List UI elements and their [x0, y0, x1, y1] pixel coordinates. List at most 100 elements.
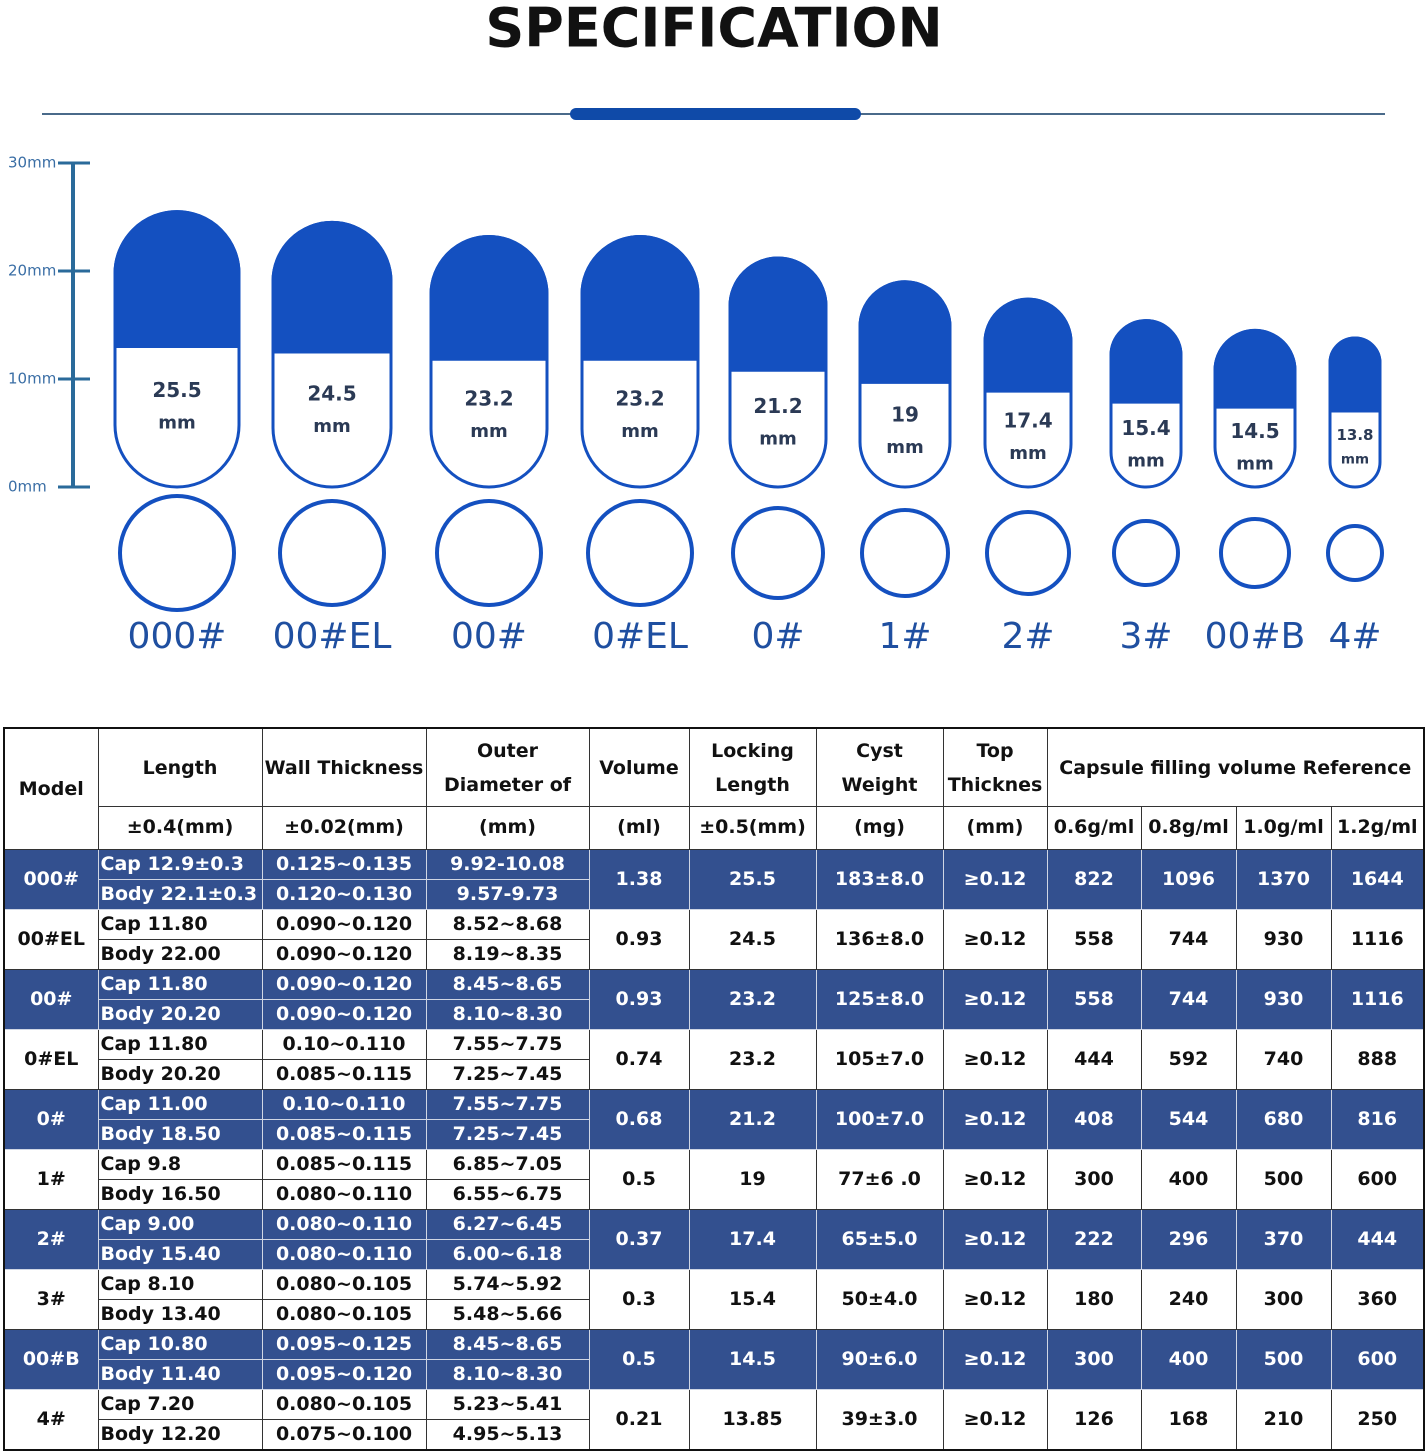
cap-cell: Cap 9.00	[97, 1209, 263, 1240]
capsule-length: 14.5	[1230, 419, 1279, 443]
capsule-model: 0#	[751, 616, 804, 657]
capsule-model: 00#B	[1205, 616, 1306, 657]
value-cell: 0.93	[588, 909, 690, 970]
value-cell: 558	[1046, 969, 1142, 1030]
scale-label: 30mm	[8, 154, 56, 172]
body-cell: 0.080~0.105	[261, 1299, 427, 1330]
cap-cell: Cap 11.80	[97, 1029, 263, 1060]
value-cell: 930	[1235, 909, 1332, 970]
table-row: Body 12.20 0.075~0.100 4.95~5.13	[4, 1419, 1424, 1451]
value-cell: 24.5	[688, 909, 817, 970]
capsule-unit: mm	[313, 416, 351, 437]
value-cell: 1096	[1140, 849, 1237, 910]
model-cell: 3#	[3, 1269, 99, 1330]
unit-header: ±0.02(mm)	[261, 806, 427, 850]
table-row: 0# Cap 11.00 0.10~0.110 7.55~7.75 0.68 21.2 10…	[3, 1089, 1425, 1150]
value-cell: 1644	[1330, 849, 1425, 910]
value-cell: 296	[1140, 1209, 1237, 1270]
capsule-model: 000#	[128, 616, 227, 657]
capsule-unit: mm	[158, 412, 196, 433]
capsule-cap	[113, 210, 241, 349]
model-cell: 00#	[3, 969, 99, 1030]
value-cell: 744	[1140, 909, 1237, 970]
capsule-unit: mm	[1009, 443, 1047, 464]
value-cell: 0.3	[588, 1269, 690, 1330]
table-row: Body 18.50 0.085~0.115 7.25~7.45	[4, 1119, 1424, 1150]
capsule-cap	[1109, 319, 1183, 404]
value-cell: 126	[1046, 1389, 1142, 1451]
table-row: 2# Cap 9.00 0.080~0.110 6.27~6.45 0.37 17.4 65…	[3, 1209, 1425, 1270]
value-cell: 360	[1330, 1269, 1425, 1330]
unit-header: (ml)	[588, 806, 690, 850]
body-cell: 0.095~0.120	[261, 1359, 427, 1390]
value-cell: 65±5.0	[815, 1209, 944, 1270]
unit-header: ±0.4(mm)	[97, 806, 263, 850]
value-cell: 39±3.0	[815, 1389, 944, 1451]
value-cell: 180	[1046, 1269, 1142, 1330]
body-cell: 8.10~8.30	[425, 999, 590, 1030]
value-cell: 680	[1235, 1089, 1332, 1150]
body-cell: Body 11.40	[97, 1359, 263, 1390]
column-header: Locking Length	[688, 727, 817, 807]
cap-cell: Cap 8.10	[97, 1269, 263, 1300]
body-cell: Body 18.50	[97, 1119, 263, 1150]
value-cell: 100±7.0	[815, 1089, 944, 1150]
capsule-model: 00#EL	[273, 616, 392, 657]
capsule-length: 24.5	[307, 382, 356, 406]
body-cell: Body 15.40	[97, 1239, 263, 1270]
value-cell: 740	[1235, 1029, 1332, 1090]
cap-cell: Cap 10.80	[97, 1329, 263, 1360]
column-header: Model	[3, 727, 99, 850]
table-row: Body 15.40 0.080~0.110 6.00~6.18	[4, 1239, 1424, 1270]
model-cell: 2#	[3, 1209, 99, 1270]
value-cell: 816	[1330, 1089, 1425, 1150]
capsule-cap	[580, 235, 700, 361]
cap-cell: 0.10~0.110	[261, 1089, 427, 1120]
model-cell: 0#	[3, 1089, 99, 1150]
cap-cell: 0.080~0.110	[261, 1209, 427, 1240]
capsule-length: 13.8	[1336, 426, 1373, 444]
body-cell: 0.075~0.100	[261, 1419, 427, 1451]
cap-cell: Cap 11.00	[97, 1089, 263, 1120]
cap-cell: 0.080~0.105	[261, 1269, 427, 1300]
cap-cell: 8.45~8.65	[425, 969, 590, 1000]
body-cell: 0.120~0.130	[261, 879, 427, 910]
scale-label: 10mm	[8, 370, 56, 388]
table-row: ±0.4(mm) ±0.02(mm) (mm) (ml) ±0.5(mm) (mg) (mm…	[4, 806, 1425, 850]
value-cell: 0.5	[588, 1329, 690, 1390]
cap-cell: 7.55~7.75	[425, 1089, 590, 1120]
model-cell: 0#EL	[3, 1029, 99, 1090]
value-cell: 0.68	[588, 1089, 690, 1150]
body-cell: 7.25~7.45	[425, 1119, 590, 1150]
cap-cell: 7.55~7.75	[425, 1029, 590, 1060]
value-cell: 444	[1330, 1209, 1425, 1270]
capsule-cap	[983, 297, 1073, 393]
capsule-unit: mm	[1127, 450, 1165, 471]
value-cell: ≥0.12	[942, 909, 1048, 970]
model-cell: 000#	[3, 849, 99, 910]
capsule-model: 1#	[878, 616, 931, 657]
capsule-cap	[728, 256, 828, 372]
body-cell: Body 20.20	[97, 999, 263, 1030]
cap-cell: 0.080~0.105	[261, 1389, 427, 1420]
value-cell: 744	[1140, 969, 1237, 1030]
value-cell: 125±8.0	[815, 969, 944, 1030]
body-cell: 0.080~0.110	[261, 1239, 427, 1270]
body-cell: 0.090~0.120	[261, 999, 427, 1030]
body-cell: 0.090~0.120	[261, 939, 427, 970]
value-cell: ≥0.12	[942, 1389, 1048, 1451]
unit-header: (mg)	[815, 806, 944, 850]
body-cell: 4.95~5.13	[425, 1419, 590, 1451]
spec-table: Model Length Wall Thickness Outer Diameter …	[3, 727, 1426, 1451]
value-cell: 168	[1140, 1389, 1237, 1451]
value-cell: 105±7.0	[815, 1029, 944, 1090]
value-cell: 250	[1330, 1389, 1425, 1451]
value-cell: 183±8.0	[815, 849, 944, 910]
value-cell: 19	[688, 1149, 817, 1210]
value-cell: 210	[1235, 1389, 1332, 1451]
table-row: 00#B Cap 10.80 0.095~0.125 8.45~8.65 0.5 14.5…	[3, 1329, 1425, 1390]
value-cell: 0.5	[588, 1149, 690, 1210]
value-cell: 23.2	[688, 1029, 817, 1090]
table-row: 4# Cap 7.20 0.080~0.105 5.23~5.41 0.21 13.85 3…	[3, 1389, 1425, 1451]
table-row: Model Length Wall Thickness Outer Diameter …	[3, 727, 1425, 850]
